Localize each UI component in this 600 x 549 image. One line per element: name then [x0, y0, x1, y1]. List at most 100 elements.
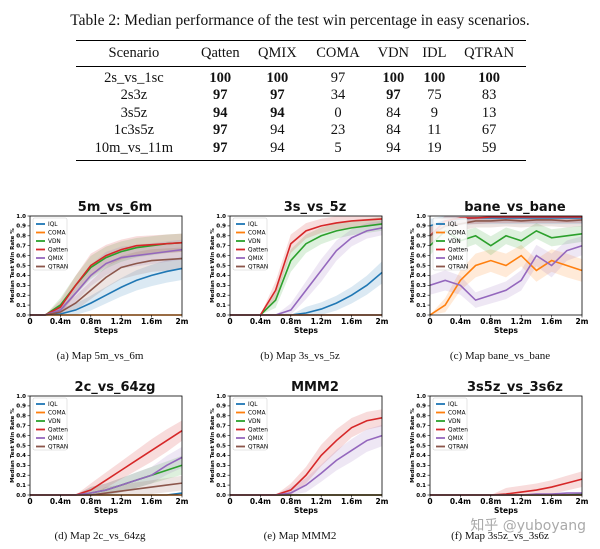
- y-tick-label: 0.5: [216, 443, 226, 449]
- chart-svg: 0.0 0.1 0.2 0.3 0.4 0.5 0.6 0.7 0.8 0.9 1.0 0 0.4m 0.…: [10, 214, 189, 335]
- value-cell: 97: [386, 87, 401, 103]
- y-tick-label: 0.8: [216, 234, 226, 240]
- y-axis-label: Median Test Win Rate %: [410, 228, 416, 303]
- scenario-cell: 3s5z: [120, 104, 148, 121]
- y-tick-label: 0.3: [16, 283, 26, 289]
- y-tick-label: 0.7: [216, 424, 226, 430]
- legend-label: IQL: [448, 222, 458, 228]
- chart-panel: 5m_vs_6m 0.0 0.1 0.2 0.3 0.4 0.5 0.6 0.7 0.8 0.9 1.…: [0, 200, 200, 376]
- value-cell: 23: [330, 122, 346, 138]
- value-cell: 94: [386, 139, 401, 156]
- y-axis-label: Median Test Win Rate %: [10, 228, 16, 303]
- x-axis-label: Steps: [94, 326, 118, 335]
- results-table: Scenario Qatten QMIX COMA VDN IDL QTRAN …: [76, 40, 526, 161]
- y-tick-label: 0.3: [16, 463, 26, 469]
- chart-panel: bane_vs_bane 0.0 0.1 0.2 0.3 0.4 0.5 0.6 0.7 0.8 0…: [400, 200, 600, 376]
- x-tick-label: 1.2m: [311, 317, 332, 326]
- legend-label: QTRAN: [448, 265, 468, 271]
- legend-label: QTRAN: [48, 445, 68, 451]
- y-axis-label: Median Test Win Rate %: [210, 408, 216, 483]
- x-axis-label: Steps: [494, 326, 518, 335]
- x-tick-label: 1.2m: [311, 497, 332, 506]
- y-tick-label: 0.1: [16, 483, 26, 489]
- x-tick-label: 0.4m: [50, 317, 71, 326]
- value-cell: 75: [427, 87, 442, 103]
- value-cell: 11: [427, 122, 442, 138]
- chart-title: 3s_vs_5z: [283, 200, 347, 215]
- series-band-qmix: [230, 424, 382, 495]
- value-cell: 100: [266, 69, 289, 86]
- series-line-qmix: [30, 248, 183, 316]
- legend-label: Qatten: [48, 428, 68, 434]
- value-cell: 34: [330, 87, 346, 103]
- legend-label: Qatten: [448, 428, 468, 434]
- table-row: 10m_vs_11m 97 94 5 94 19 59: [76, 140, 526, 161]
- legend-box: [432, 217, 468, 271]
- chart-panel: 3s5z_vs_3s6z 0.0 0.1 0.2 0.3 0.4 0.5 0.6 0.7 0.8 0…: [400, 380, 600, 549]
- legend-label: IQL: [48, 222, 58, 228]
- x-axis-label: Steps: [494, 506, 518, 515]
- y-tick-label: 0.5: [16, 443, 26, 449]
- y-tick-label: 0.4: [16, 453, 26, 459]
- value-cell: 100: [423, 69, 446, 86]
- y-tick-label: 0.3: [416, 463, 426, 469]
- chart-title: bane_vs_bane: [464, 200, 566, 215]
- legend-label: QMIX: [248, 436, 263, 442]
- y-tick-label: 0.6: [16, 433, 26, 439]
- x-tick-label: 1.2m: [511, 317, 532, 326]
- y-tick-label: 0.4: [16, 273, 26, 279]
- x-tick-label: 2m: [575, 317, 588, 326]
- y-tick-label: 0.2: [216, 293, 226, 299]
- value-cell: 97: [213, 87, 228, 103]
- legend-label: VDN: [448, 419, 461, 425]
- x-tick-label: 2m: [375, 317, 388, 326]
- y-tick-label: 0.7: [416, 244, 426, 250]
- legend-label: IQL: [48, 402, 58, 408]
- legend-label: COMA: [448, 411, 466, 417]
- y-tick-label: 1.0: [216, 394, 226, 400]
- y-tick-label: 0.7: [16, 424, 26, 430]
- header-qtran: QTRAN: [464, 45, 515, 61]
- chart-svg: 0.0 0.1 0.2 0.3 0.4 0.5 0.6 0.7 0.8 0.9 1.0 0 0.4m 0.…: [10, 394, 189, 515]
- value-cell: 84: [386, 104, 401, 121]
- y-tick-label: 0.1: [416, 483, 426, 489]
- series-band-iql: [230, 261, 382, 315]
- legend-label: QMIX: [48, 436, 63, 442]
- y-tick-label: 0.4: [216, 453, 226, 459]
- value-cell: 0: [334, 104, 342, 121]
- series-band-vdn: [230, 217, 382, 315]
- value-cell: 97: [270, 87, 285, 103]
- value-cell: 9: [430, 104, 438, 121]
- y-tick-label: 0.9: [16, 404, 26, 410]
- chart-caption: (b) Map 3s_vs_5z: [260, 350, 340, 362]
- y-tick-label: 0.2: [16, 473, 26, 479]
- y-tick-label: 0.0: [16, 493, 26, 499]
- chart-svg: 0.0 0.1 0.2 0.3 0.4 0.5 0.6 0.7 0.8 0.9 1.0 0 0.4m 0.…: [410, 214, 589, 335]
- x-tick-label: 1.2m: [111, 317, 132, 326]
- x-tick-label: 1.6m: [341, 497, 362, 506]
- value-cell: 13: [481, 104, 497, 121]
- header-scenario: Scenario: [108, 45, 160, 61]
- series-band-qatten: [430, 471, 582, 495]
- y-tick-label: 1.0: [16, 394, 26, 400]
- y-tick-label: 0.5: [16, 263, 26, 269]
- chart-svg: 0.0 0.1 0.2 0.3 0.4 0.5 0.6 0.7 0.8 0.9 1.0 0 0.4m 0.…: [210, 394, 389, 515]
- table-row: 2s3z 97 97 34 97 75 83: [76, 87, 526, 105]
- x-tick-label: 0.8m: [80, 317, 101, 326]
- series-band-qtran: [30, 475, 182, 495]
- series-band-vdn: [30, 455, 182, 495]
- legend-label: COMA: [48, 411, 66, 417]
- y-axis-label: Median Test Win Rate %: [10, 408, 16, 483]
- y-axis-label: Median Test Win Rate %: [210, 228, 216, 303]
- legend-label: VDN: [48, 419, 61, 425]
- x-tick-label: 1.6m: [341, 317, 362, 326]
- y-tick-label: 0.6: [416, 253, 426, 259]
- value-cell: 94: [213, 104, 228, 121]
- value-cell: 97: [330, 69, 346, 86]
- header-coma: COMA: [316, 45, 360, 61]
- legend-label: COMA: [48, 231, 66, 237]
- legend-label: VDN: [248, 239, 261, 245]
- x-tick-label: 0.8m: [480, 317, 501, 326]
- y-tick-label: 0.1: [216, 303, 226, 309]
- y-tick-label: 0.6: [216, 433, 226, 439]
